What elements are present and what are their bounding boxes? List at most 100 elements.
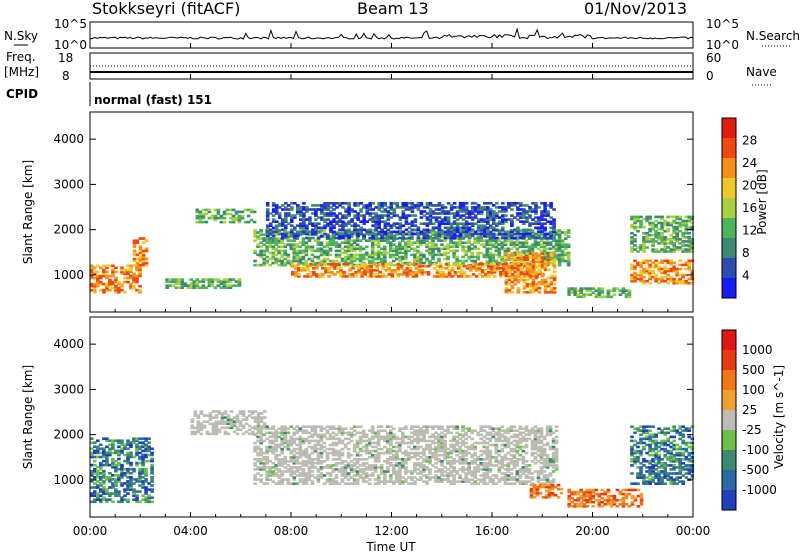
heatmap-cell — [492, 216, 496, 219]
heatmap-cell — [265, 431, 269, 435]
heatmap-cell — [316, 249, 321, 253]
heatmap-cell — [359, 202, 363, 205]
heatmap-cell — [344, 232, 348, 236]
heatmap-cell — [373, 468, 378, 471]
heatmap-cell — [495, 236, 499, 240]
heatmap-cell — [464, 259, 468, 263]
heatmap-cell — [337, 437, 342, 441]
heatmap-cell — [241, 412, 246, 415]
heatmap-cell — [345, 275, 349, 278]
heatmap-cell — [410, 472, 414, 475]
heatmap-cell — [591, 291, 596, 294]
heatmap-cell — [422, 429, 426, 432]
heatmap-cell — [657, 221, 661, 225]
heatmap-cell — [90, 447, 94, 451]
heatmap-cell — [337, 462, 342, 465]
heatmap-cell — [419, 216, 424, 219]
heatmap-cell — [404, 451, 408, 455]
heatmap-cell — [319, 453, 324, 457]
heatmap-cell — [141, 445, 145, 449]
heatmap-cell — [290, 224, 294, 227]
heatmap-cell — [355, 247, 360, 251]
heatmap-cell — [216, 284, 221, 287]
heatmap-cell — [401, 212, 406, 215]
heatmap-cell — [389, 480, 393, 483]
heatmap-cell — [120, 498, 124, 501]
heatmap-cell — [376, 243, 381, 246]
heatmap-cell — [522, 208, 526, 211]
heatmap-cell — [129, 284, 133, 288]
heatmap-cell — [214, 410, 219, 413]
heatmap-cell — [452, 253, 456, 257]
heatmap-cell — [328, 427, 333, 430]
heatmap-cell — [490, 269, 494, 272]
heatmap-cell — [473, 255, 477, 259]
heatmap-cell — [455, 214, 460, 217]
heatmap-cell — [349, 261, 354, 265]
heatmap-cell — [177, 278, 181, 281]
heatmap-cell — [369, 273, 373, 276]
heatmap-cell — [681, 219, 685, 223]
heatmap-cell — [259, 439, 263, 443]
heatmap-cell — [196, 426, 201, 430]
heatmap-cell — [310, 447, 315, 451]
heatmap-cell — [687, 261, 692, 265]
heatmap-cell — [307, 453, 312, 457]
heatmap-cell — [217, 430, 222, 434]
heatmap-cell — [419, 451, 423, 455]
heatmap-cell — [265, 232, 270, 236]
heatmap-cell — [307, 435, 312, 439]
heatmap-cell — [401, 458, 405, 461]
heatmap-cell — [354, 275, 358, 278]
heatmap-cell — [449, 212, 454, 215]
heatmap-cell — [312, 267, 316, 270]
heatmap-cell — [93, 449, 97, 453]
heatmap-cell — [510, 224, 514, 227]
heatmap-cell — [135, 480, 139, 483]
heatmap-cell — [519, 276, 524, 280]
heatmap-cell — [316, 241, 321, 244]
heatmap-cell — [126, 447, 130, 451]
heatmap-cell — [416, 204, 421, 207]
heatmap-cell — [317, 208, 321, 211]
heatmap-cell — [516, 212, 520, 215]
heatmap-cell — [138, 272, 142, 276]
heatmap-cell — [367, 253, 372, 257]
heatmap-cell — [346, 455, 351, 459]
heatmap-cell — [222, 216, 227, 220]
heatmap-cell — [557, 231, 562, 234]
heatmap-cell — [493, 269, 497, 272]
heatmap-cell — [497, 251, 502, 255]
heatmap-cell — [328, 435, 333, 439]
heatmap-cell — [343, 431, 348, 435]
heatmap-cell — [298, 443, 303, 447]
heatmap-cell — [410, 208, 415, 211]
heatmap-cell — [543, 206, 547, 209]
heatmap-cell — [422, 228, 427, 232]
heatmap-cell — [271, 425, 275, 428]
heatmap-cell — [407, 458, 411, 461]
heatmap-cell — [404, 204, 409, 207]
heatmap-cell — [645, 231, 649, 235]
heatmap-cell — [198, 218, 203, 222]
heatmap-cell — [177, 280, 181, 283]
heatmap-cell — [672, 219, 676, 223]
heatmap-cell — [313, 429, 318, 432]
heatmap-cell — [684, 219, 689, 223]
heatmap-cell — [132, 274, 136, 278]
colorbar-swatch — [722, 238, 736, 258]
heatmap-cell — [283, 253, 288, 257]
heatmap-cell — [283, 429, 288, 432]
heatmap-cell — [283, 245, 288, 249]
heatmap-cell — [615, 287, 620, 290]
heatmap-cell — [392, 455, 396, 459]
heatmap-cell — [344, 208, 348, 211]
heatmap-cell — [177, 286, 181, 289]
heatmap-cell — [277, 241, 281, 244]
heatmap-cell — [256, 263, 260, 267]
heatmap-cell — [111, 451, 115, 455]
heatmap-cell — [367, 439, 372, 443]
heatmap-cell — [301, 431, 306, 435]
heatmap-cell — [295, 255, 300, 259]
heatmap-cell — [398, 458, 402, 461]
